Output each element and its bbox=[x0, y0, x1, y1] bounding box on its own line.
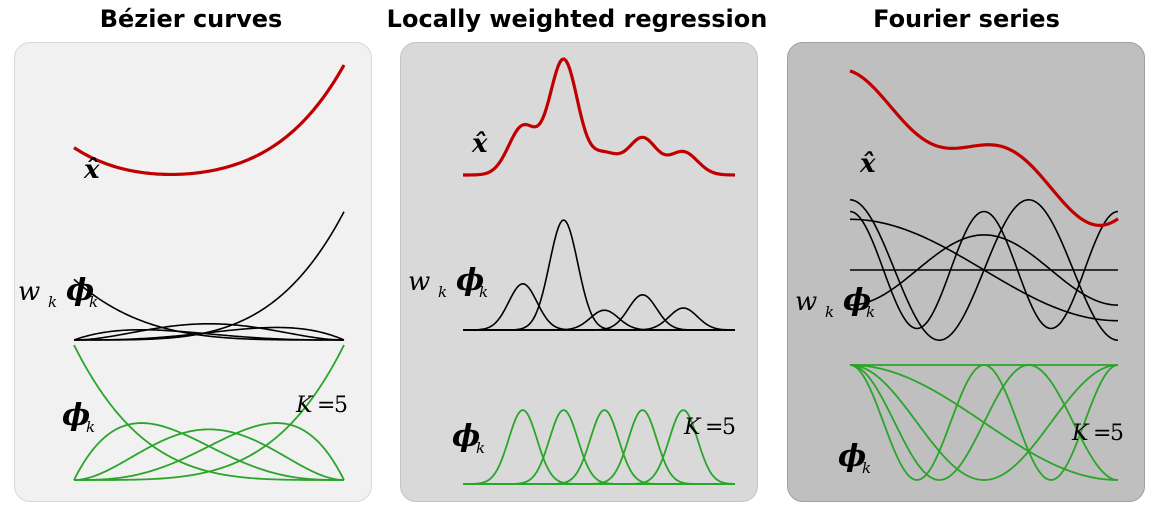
w-label: w bbox=[18, 277, 40, 307]
phi-sub-label: k bbox=[479, 283, 488, 301]
fourier-panel bbox=[787, 42, 1145, 502]
bezier-weighted-curve bbox=[73, 323, 345, 341]
fourier-reconstruction-curve bbox=[849, 69, 1119, 227]
w-label: w bbox=[408, 267, 430, 297]
k-label: K bbox=[1071, 421, 1090, 446]
fourier-basis-curve bbox=[849, 364, 1119, 481]
phi-label: ϕ bbox=[838, 439, 866, 474]
k-eq-label: = bbox=[1093, 421, 1111, 446]
phi-sub-label: k bbox=[86, 418, 95, 436]
phi-label: ϕ bbox=[62, 398, 90, 433]
phi-sub-label: k bbox=[862, 459, 871, 477]
fourier-labels: x̂ w k ϕ k ϕ k K = 5 bbox=[795, 149, 1124, 477]
panel-title-bezier: Bézier curves bbox=[99, 5, 283, 33]
xhat-label: x̂ bbox=[471, 129, 488, 159]
bezier-panel bbox=[14, 42, 372, 502]
k-label: K bbox=[295, 393, 314, 418]
k-value-label: 5 bbox=[1110, 421, 1124, 446]
k-eq-label: = bbox=[317, 393, 335, 418]
lwr-basis-curve bbox=[463, 409, 736, 485]
bezier-labels: x̂ w k ϕ k ϕ k K = 5 bbox=[18, 155, 348, 436]
phi-sub-label: k bbox=[89, 293, 98, 311]
phi-label: ϕ bbox=[456, 263, 484, 298]
phi-sub-label: k bbox=[866, 303, 875, 321]
k-label: K bbox=[683, 415, 702, 440]
xhat-label: x̂ bbox=[859, 149, 876, 179]
k-value-label: 5 bbox=[722, 415, 736, 440]
w-sub-label: k bbox=[48, 293, 57, 311]
k-eq-label: = bbox=[705, 415, 723, 440]
bezier-weighted-curve bbox=[74, 211, 345, 341]
lwr-weighted-curve bbox=[463, 307, 736, 331]
phi-label: ϕ bbox=[452, 419, 480, 454]
fourier-basis-curve bbox=[849, 364, 1119, 481]
phi-sub-label: k bbox=[476, 439, 485, 457]
w-sub-label: k bbox=[438, 283, 447, 301]
panel-title-lwr: Locally weighted regression bbox=[386, 5, 768, 33]
bezier-weighted-curve bbox=[73, 328, 344, 341]
k-value-label: 5 bbox=[334, 393, 348, 418]
lwr-reconstruction-curve bbox=[463, 57, 736, 177]
lwr-labels: x̂ w k ϕ k ϕ k K = 5 bbox=[408, 129, 736, 457]
fourier-weighted-curve bbox=[849, 210, 1119, 330]
w-sub-label: k bbox=[825, 303, 834, 321]
bezier-basis-curve bbox=[74, 422, 345, 481]
fourier-basis-curve bbox=[849, 364, 1119, 481]
lwr-weighted-curve bbox=[463, 283, 735, 331]
phi-label: ϕ bbox=[66, 273, 94, 308]
phi-label: ϕ bbox=[843, 283, 871, 318]
fourier-weighted-curve bbox=[849, 234, 1119, 306]
bezier-reconstruction-curve bbox=[73, 64, 346, 177]
bezier-basis-curve bbox=[73, 428, 345, 481]
panel-title-fourier: Fourier series bbox=[873, 5, 1060, 33]
fourier-weighted-curve bbox=[849, 199, 1119, 341]
bezier-basis-curve bbox=[74, 344, 345, 481]
w-label: w bbox=[795, 287, 817, 317]
xhat-label: x̂ bbox=[83, 155, 100, 185]
